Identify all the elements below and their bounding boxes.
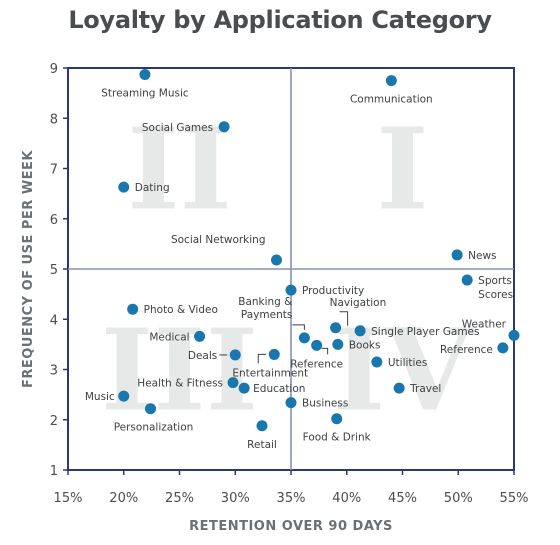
y-tick-label: 6	[50, 213, 58, 228]
x-tick-label: 35%	[277, 491, 306, 506]
data-point	[393, 382, 405, 394]
x-tick-label: 40%	[332, 491, 361, 506]
data-point	[298, 332, 310, 344]
quadrant-label-3: III	[101, 306, 258, 437]
data-label: Business	[302, 398, 348, 410]
data-point	[285, 284, 297, 296]
data-label: Medical	[149, 331, 189, 343]
data-label: Scores	[478, 289, 513, 301]
leader-lines	[219, 311, 349, 364]
data-point	[371, 356, 383, 368]
leader-line-entertainment	[257, 353, 267, 364]
leader-line-reference	[321, 347, 329, 355]
data-labels: Streaming Music Communication Social Games…	[85, 88, 513, 451]
data-label: Social Games	[142, 122, 213, 134]
data-point	[118, 390, 130, 402]
x-axis-label: RETENTION OVER 90 DAYS	[189, 519, 393, 534]
data-label: Photo & Video	[144, 304, 218, 316]
data-label: Social Networking	[171, 234, 266, 246]
x-tick-label: 55%	[500, 491, 529, 506]
y-tick-label: 7	[50, 163, 58, 178]
data-label: Books	[349, 339, 381, 351]
data-label: Food & Drink	[303, 432, 372, 444]
data-point	[385, 75, 397, 87]
y-tick-label: 1	[50, 464, 58, 479]
data-label: Music	[85, 391, 115, 403]
data-point	[331, 413, 343, 425]
data-point	[218, 121, 230, 133]
data-points	[118, 69, 520, 432]
data-point	[139, 69, 151, 81]
x-tick-label: 20%	[109, 491, 138, 506]
leader-line-navigation	[339, 311, 349, 326]
y-tick-label: 3	[50, 364, 58, 379]
leader-line-banking	[292, 324, 305, 330]
y-tick-label: 9	[50, 62, 58, 77]
data-label: Entertainment	[232, 367, 308, 379]
data-point	[145, 403, 157, 415]
data-label: News	[468, 250, 496, 262]
data-label: Retail	[247, 439, 277, 451]
data-point	[285, 397, 297, 409]
data-point	[227, 377, 239, 389]
data-point	[508, 329, 520, 341]
data-label: Single Player Games	[371, 326, 479, 338]
data-point	[271, 254, 283, 266]
x-tick-label: 50%	[444, 491, 473, 506]
data-label: Travel	[409, 383, 441, 395]
data-point	[268, 348, 280, 360]
data-label: Education	[253, 383, 305, 395]
data-label: Health & Fitness	[137, 378, 223, 390]
data-point	[497, 342, 509, 354]
data-label: Reference	[290, 358, 343, 370]
data-label: Sports	[478, 275, 512, 287]
y-tick-label: 4	[50, 313, 58, 328]
data-label: Payments	[241, 309, 292, 321]
data-label: Reference	[440, 344, 493, 356]
x-tick-label: 30%	[221, 491, 250, 506]
data-point	[127, 303, 139, 315]
data-point	[451, 249, 463, 261]
data-label: Personalization	[114, 422, 194, 434]
data-point	[229, 349, 241, 361]
data-label: Productivity	[302, 285, 364, 297]
data-point	[461, 274, 473, 286]
y-tick-label: 2	[50, 414, 58, 429]
chart-title: Loyalty by Application Category	[68, 6, 492, 34]
x-tick-label: 25%	[165, 491, 194, 506]
data-label: Deals	[188, 350, 217, 362]
data-label: Dating	[135, 182, 170, 194]
data-label: Banking &	[238, 296, 292, 308]
data-point	[332, 338, 344, 350]
data-label: Utilities	[388, 357, 428, 369]
y-tick-label: 5	[50, 263, 58, 278]
axis-ticks: 15% 20% 25% 30% 35% 40% 45% 50% 55% 1 2 3 4 5 6 7 8 9	[50, 62, 529, 506]
x-tick-label: 15%	[54, 491, 83, 506]
data-point	[256, 420, 268, 432]
y-axis-label: FREQUENCY OF USE PER WEEK	[21, 150, 36, 388]
data-label: Navigation	[330, 297, 387, 309]
data-label: Weather	[462, 318, 507, 330]
quadrant-label-2: I	[376, 105, 428, 236]
data-label: Streaming Music	[101, 88, 189, 100]
y-tick-label: 8	[50, 112, 58, 127]
data-point	[194, 330, 206, 342]
data-point	[354, 325, 366, 337]
quadrant-label-1: II	[127, 105, 232, 236]
data-point	[238, 382, 250, 394]
x-tick-label: 45%	[388, 491, 417, 506]
data-point	[311, 339, 323, 351]
data-point	[330, 322, 342, 334]
data-point	[118, 181, 130, 193]
data-label: Communication	[350, 94, 433, 106]
